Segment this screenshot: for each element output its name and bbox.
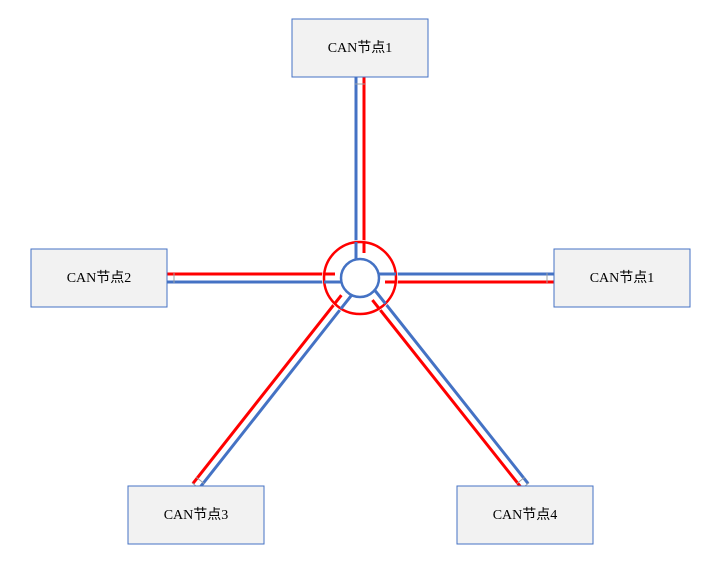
can-node: CAN节点3 [128, 486, 264, 544]
connector-tick [196, 477, 204, 483]
node-label: CAN节点4 [493, 507, 558, 523]
node-label: CAN节点3 [164, 507, 229, 523]
node-label: CAN节点2 [67, 270, 132, 286]
bus-line-blue [386, 304, 529, 484]
bus-line-red [193, 304, 335, 484]
can-node: CAN节点2 [31, 249, 167, 307]
bus-line-red [379, 309, 522, 489]
connector-tick [517, 477, 525, 483]
can-node: CAN节点1 [554, 249, 690, 307]
node-label: CAN节点1 [590, 270, 655, 286]
can-node: CAN节点1 [292, 19, 428, 77]
hub-mask [322, 240, 398, 316]
bus-line-blue [199, 309, 341, 489]
node-label: CAN节点1 [328, 40, 393, 56]
can-star-topology-diagram: CAN节点1 CAN节点1 CAN节点2 CAN节点3 CAN节点4 [0, 0, 720, 584]
can-node: CAN节点4 [457, 486, 593, 544]
